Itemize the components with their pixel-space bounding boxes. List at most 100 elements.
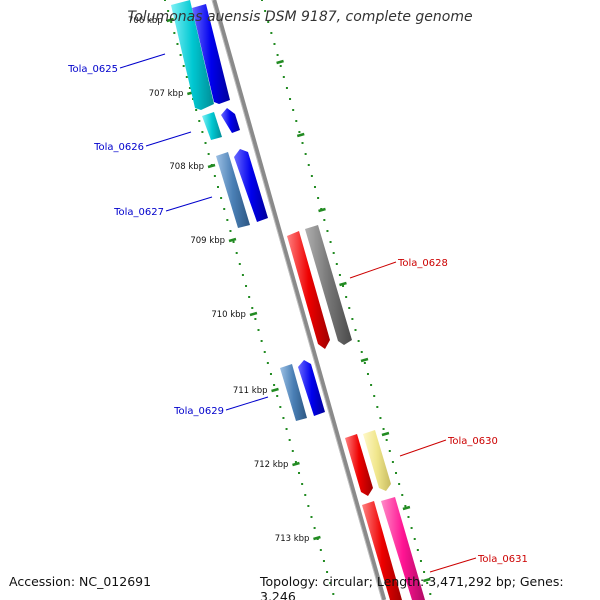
gene-feature-cyan[interactable] [171,0,214,110]
scale-dot [366,373,369,375]
scale-dot [241,274,244,276]
scale-tick-mark [422,577,431,583]
scale-dot [332,593,335,595]
scale-dot [342,285,345,287]
gene-feature-cyan[interactable] [202,112,222,140]
scale-dot [317,197,320,199]
scale-dot [282,417,285,419]
scale-dot [391,461,394,463]
scale-dot [363,362,366,364]
gene-label[interactable]: Tola_0630 [447,436,498,447]
scale-dot [404,505,407,507]
scale-dot [260,340,263,342]
scale-dot [179,54,182,56]
scale-dot [429,593,432,595]
scale-dot [357,340,360,342]
scale-dot [216,186,219,188]
genome-summary-text: Topology: circular; Length: 3,471,292 bp… [260,574,564,600]
scale-dot [257,329,260,331]
scale-dot [232,241,235,243]
scale-dot [332,252,335,254]
scale-dot [289,98,292,100]
scale-dot [273,43,276,45]
scale-tick-mark [381,431,390,437]
scale-dot [310,175,313,177]
map-title: Tolumonas auensis DSM 9187, complete gen… [127,9,473,25]
scale-dot [304,153,307,155]
scale-tick-label: 713 kbp [275,534,310,544]
scale-tick-mark [166,17,175,23]
gene-feature-red[interactable] [345,434,373,496]
scale-dot [295,120,298,122]
gene-label[interactable]: Tola_0626 [93,142,144,153]
gene-feature-pink[interactable] [381,497,425,600]
scale-dot [416,549,419,551]
scale-dot [351,318,354,320]
scale-tick-mark [313,535,321,541]
scale-dot [185,76,188,78]
scale-dot [170,21,173,23]
scale-dot [235,252,238,254]
scale-dot [426,582,429,584]
scale-dot [329,241,332,243]
scale-dot [379,417,382,419]
scale-dot [370,384,373,386]
scale-dot [182,65,185,67]
scale-tick-mark [296,132,305,138]
gene-leader-line [349,261,397,279]
scale-dot [307,164,310,166]
scale-dot [291,450,294,452]
scale-dot [254,318,257,320]
scale-dot [245,285,248,287]
scale-dot [335,263,338,265]
scale-dot [279,406,282,408]
scale-dot [301,483,304,485]
scale-dot [385,439,388,441]
scale-dot [423,571,426,573]
gene-feature-blue[interactable] [234,149,268,222]
gene-feature-red[interactable] [287,231,330,349]
gene-feature-blue[interactable] [192,4,230,104]
scale-dot [263,351,266,353]
scale-dot [313,186,316,188]
scale-tick-mark [276,59,284,65]
gene-feature-gray[interactable] [305,225,352,345]
scale-dot [285,87,288,89]
scale-dot [207,153,210,155]
gene-label[interactable]: Tola_0627 [113,207,164,218]
scale-dot [373,395,376,397]
scale-tick-mark [249,311,258,317]
scale-dot [294,461,297,463]
gene-feature-red[interactable] [362,501,402,600]
scale-tick-mark [339,281,347,287]
scale-dot [307,505,310,507]
gene-label[interactable]: Tola_0629 [173,406,224,417]
accession-text: Accession: NC_012691 [9,574,152,589]
scale-dot [213,175,216,177]
gene-feature-blue[interactable] [298,360,325,416]
scale-dot [173,32,176,34]
gene-feature-steel[interactable] [216,152,250,228]
scale-dot [270,32,273,34]
scale-tick-mark [360,357,369,363]
gene-leader-line [165,196,213,212]
genome-backbone [211,0,387,600]
gene-feature-steel[interactable] [280,364,307,421]
gene-feature-khaki[interactable] [363,430,391,491]
scale-dot [266,362,269,364]
scale-tick-mark [292,461,300,467]
scale-dot [323,219,326,221]
gene-feature-blue[interactable] [221,108,240,133]
scale-dot [376,406,379,408]
scale-dot [348,307,351,309]
gene-label[interactable]: Tola_0625 [67,64,118,75]
scale-dot [326,571,329,573]
gene-label[interactable]: Tola_0628 [397,258,448,269]
scale-dot [338,274,341,276]
scale-dot [319,549,322,551]
gene-label[interactable]: Tola_0631 [477,554,528,565]
scale-dot [176,43,179,45]
scale-dot [285,428,288,430]
